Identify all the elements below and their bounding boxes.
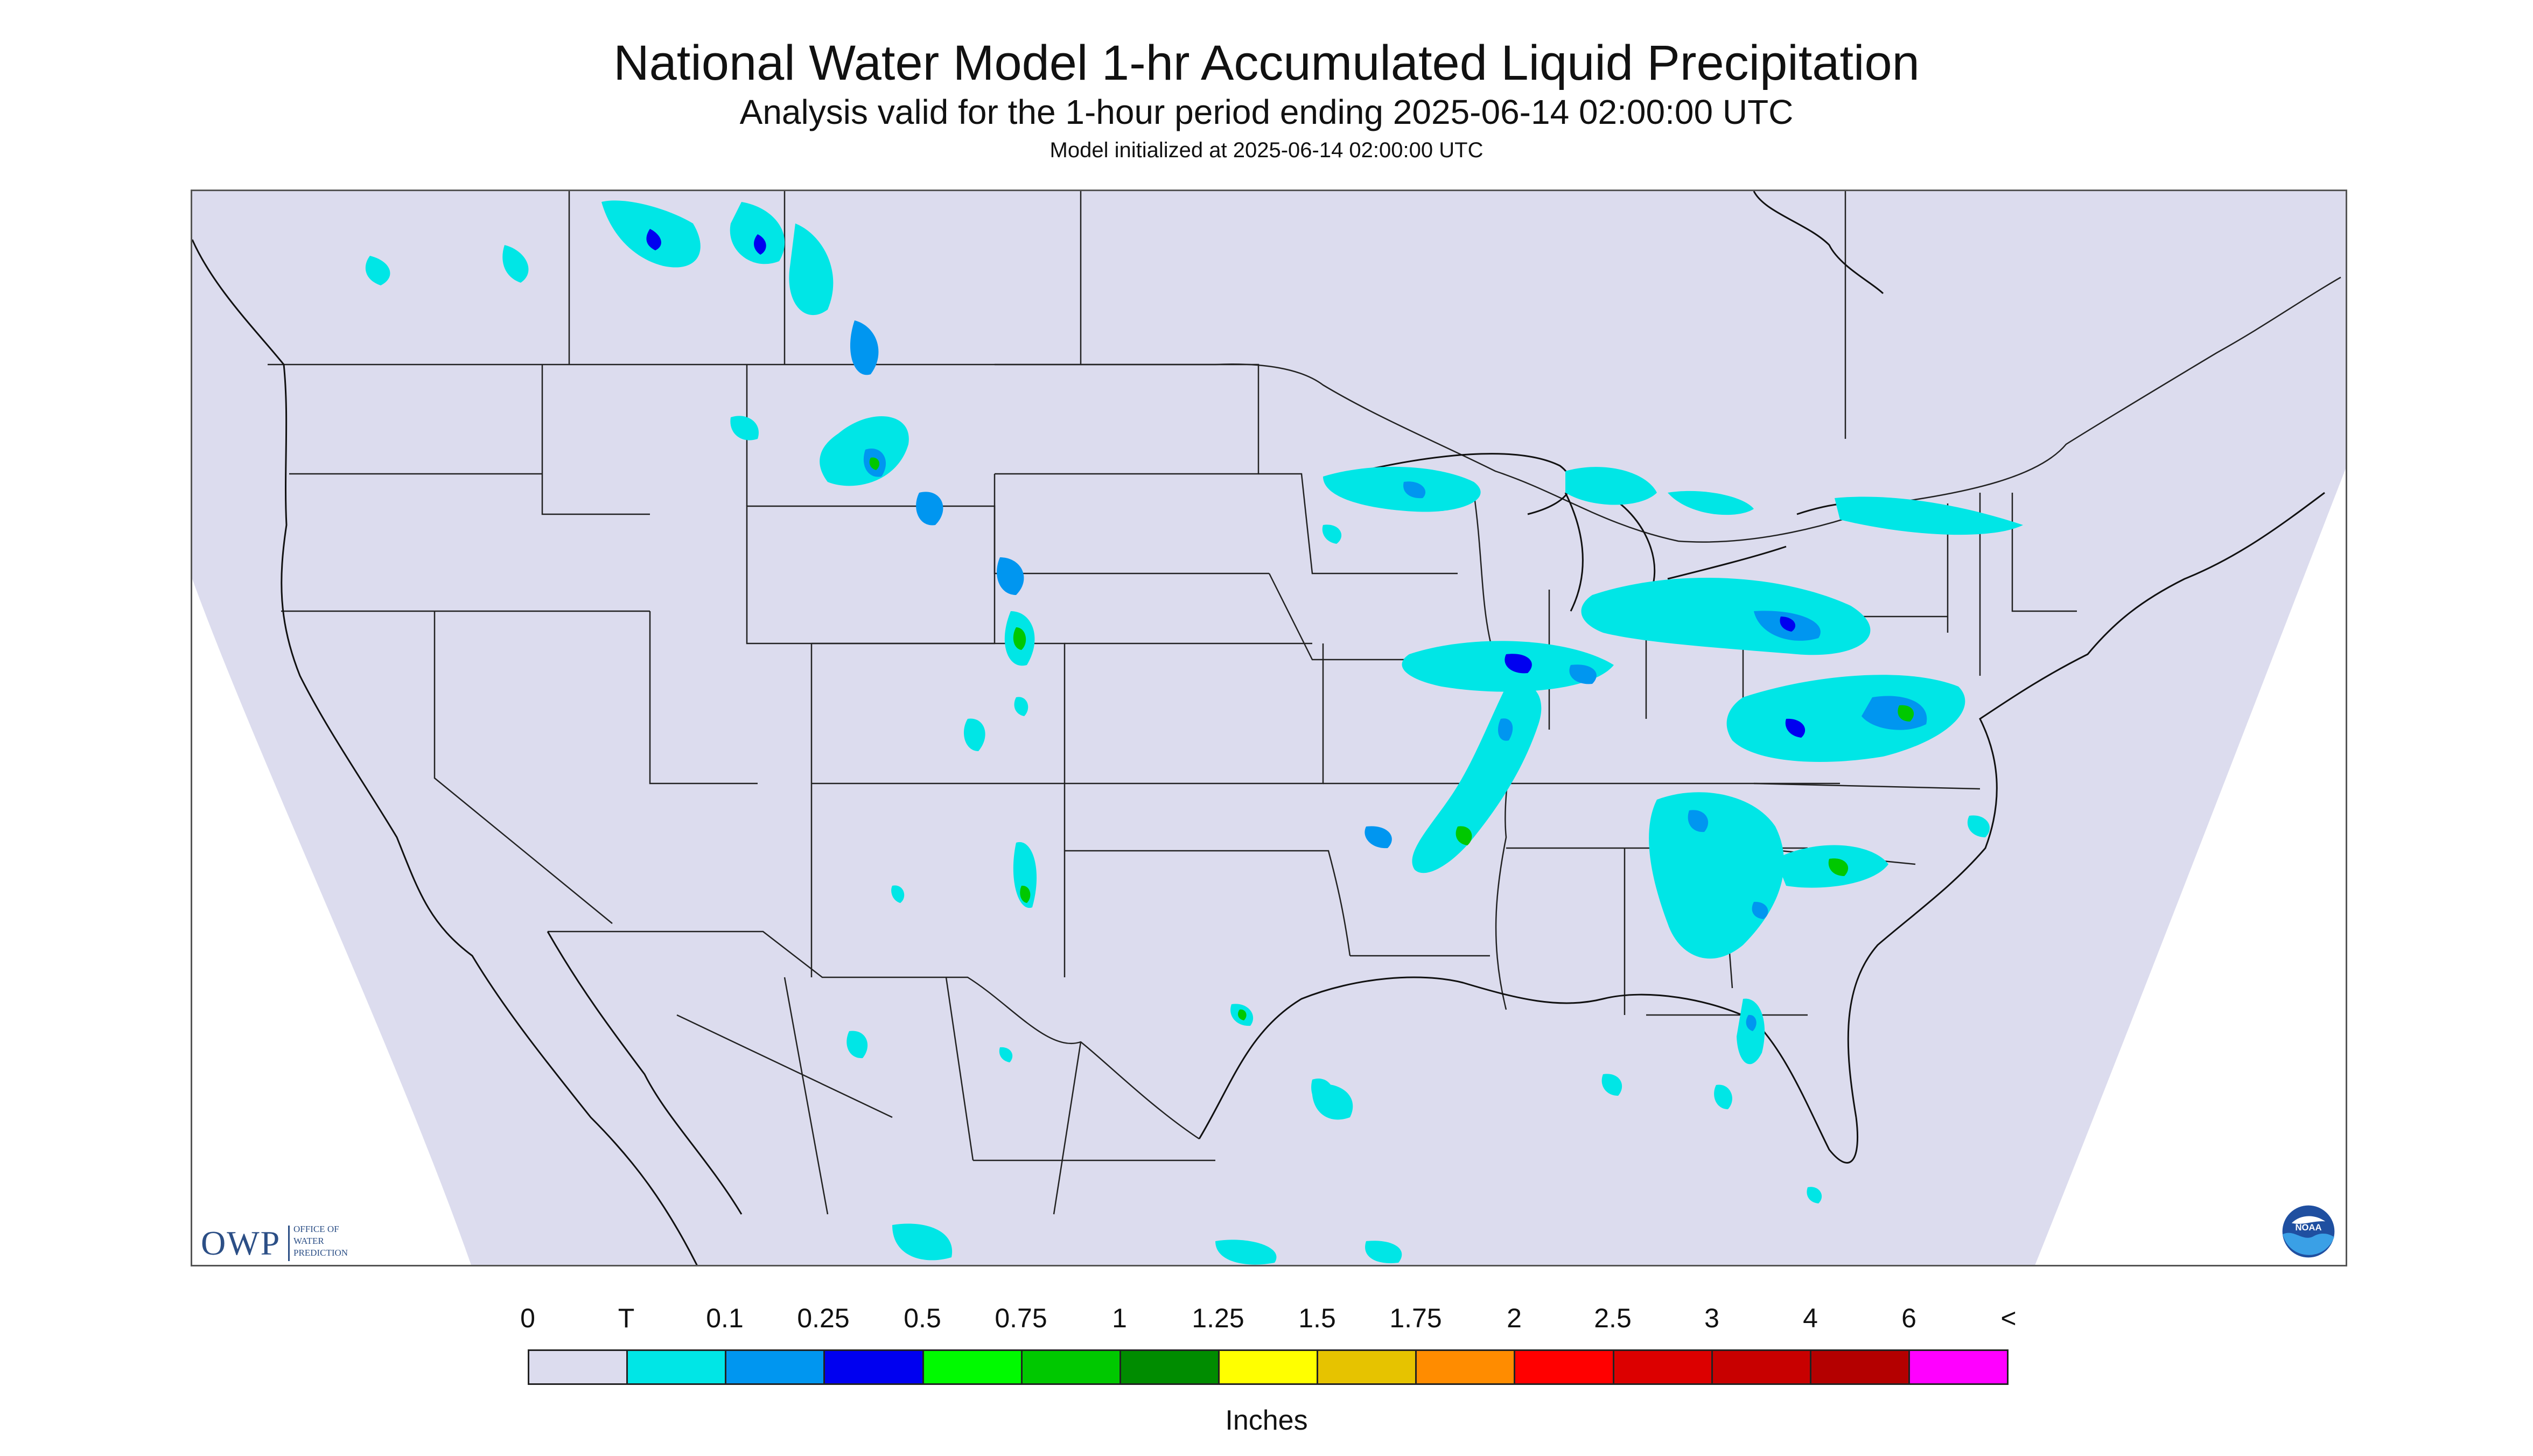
ok-tx-border bbox=[1065, 850, 1351, 956]
precipitation-map: OWP OFFICE OF WATER PREDICTION NOAA bbox=[191, 190, 2347, 1266]
great-lakes bbox=[1360, 453, 1894, 612]
co-border bbox=[811, 642, 1066, 785]
legend-tick-label: T bbox=[618, 1303, 635, 1333]
main-title: National Water Model 1-hr Accumulated Li… bbox=[613, 36, 1920, 90]
legend-tick-label: 1 bbox=[1112, 1303, 1127, 1333]
owp-logo: OWP OFFICE OF WATER PREDICTION bbox=[201, 1222, 379, 1265]
noaa-logo: NOAA bbox=[2280, 1203, 2336, 1259]
init-time: Model initialized at 2025-06-14 02:00:00… bbox=[1049, 138, 1484, 162]
legend-tick-label: 0.75 bbox=[995, 1303, 1047, 1333]
legend-tick-label: 6 bbox=[1901, 1303, 1916, 1333]
legend-swatch bbox=[726, 1351, 825, 1383]
precip-new-mexico bbox=[891, 842, 1037, 908]
legend-tick-label: 0.1 bbox=[706, 1303, 744, 1333]
owp-logo-line: OFFICE OF bbox=[293, 1224, 339, 1234]
map-canvas bbox=[192, 191, 2346, 1265]
legend-tick-label: 3 bbox=[1704, 1303, 1719, 1333]
id-east-border bbox=[541, 365, 650, 515]
owp-logo-text: OFFICE OF WATER PREDICTION bbox=[293, 1223, 374, 1259]
gulf-coast bbox=[1198, 976, 1858, 1164]
legend-tick-label: 1.25 bbox=[1192, 1303, 1244, 1333]
precip-ohio-valley bbox=[1402, 577, 1871, 692]
precip-front-range bbox=[963, 557, 1035, 751]
legend-tick-label: < bbox=[2000, 1303, 2017, 1333]
legend-swatch bbox=[825, 1351, 924, 1383]
nd-sd-border bbox=[995, 363, 1259, 475]
legend-swatch bbox=[1022, 1351, 1121, 1383]
legend-swatch bbox=[628, 1351, 727, 1383]
legend-swatch bbox=[1811, 1351, 1910, 1383]
legend-tick-label: 2.5 bbox=[1594, 1303, 1632, 1333]
map-domain bbox=[192, 191, 2346, 1265]
legend-tick-label: 1.5 bbox=[1298, 1303, 1336, 1333]
map-background bbox=[192, 191, 2346, 1265]
precip-mississippi-line bbox=[1365, 683, 1542, 873]
hudson-bay-coast bbox=[1753, 191, 1884, 295]
precipitation-areas bbox=[365, 200, 2023, 1265]
legend-tick-label: 2 bbox=[1507, 1303, 1522, 1333]
precip-florida bbox=[1714, 998, 1822, 1203]
owp-logo-line: WATER bbox=[293, 1236, 324, 1246]
legend-tick-label: 0.25 bbox=[797, 1303, 850, 1333]
pacific-coast bbox=[192, 239, 698, 1265]
mn-ia-border bbox=[1258, 473, 1458, 575]
legend-swatch bbox=[923, 1351, 1023, 1383]
owp-logo-mark: OWP bbox=[201, 1224, 281, 1262]
legend-swatch bbox=[1712, 1351, 1811, 1383]
legend-swatch bbox=[1318, 1351, 1417, 1383]
noaa-logo-text: NOAA bbox=[2296, 1222, 2322, 1233]
legend-swatch bbox=[1121, 1351, 1220, 1383]
legend-swatch bbox=[1614, 1351, 1713, 1383]
legend-swatch bbox=[1515, 1351, 1614, 1383]
sub-title: Analysis valid for the 1-hour period end… bbox=[739, 93, 1794, 131]
color-legend bbox=[528, 1349, 2009, 1385]
nv-east-border bbox=[649, 611, 758, 785]
precip-great-lakes bbox=[1322, 466, 2023, 544]
atlantic-coast bbox=[1847, 492, 2325, 1118]
legend-tick-label: 0 bbox=[520, 1303, 535, 1333]
legend-swatch bbox=[1219, 1351, 1319, 1383]
mexico-states bbox=[676, 977, 1215, 1215]
legend-swatch bbox=[1417, 1351, 1516, 1383]
legend-tick-label: 0.5 bbox=[904, 1303, 941, 1333]
outside-domain-right bbox=[2035, 468, 2346, 1265]
legend-tick-label: 1.75 bbox=[1389, 1303, 1442, 1333]
precip-southeast bbox=[1649, 792, 1990, 959]
legend-swatch bbox=[1909, 1351, 2007, 1383]
va-nc-border bbox=[1753, 782, 1981, 790]
legend-units: Inches bbox=[1225, 1405, 1308, 1436]
precip-canada-prairies bbox=[365, 200, 879, 375]
legend-swatch bbox=[529, 1351, 628, 1383]
baja-gulf-coast bbox=[547, 931, 743, 1215]
ca-nv-diag bbox=[433, 611, 613, 924]
us-canada-border bbox=[268, 276, 2341, 543]
outside-domain-left bbox=[192, 191, 471, 1265]
legend-tick-label: 4 bbox=[1803, 1303, 1818, 1333]
precip-mid-atlantic bbox=[1726, 675, 1965, 762]
us-mexico-border bbox=[548, 930, 1200, 1140]
sd-ne-border bbox=[993, 474, 1269, 575]
precip-montana bbox=[730, 416, 943, 526]
owp-logo-line: PREDICTION bbox=[293, 1248, 348, 1258]
coastlines bbox=[192, 191, 2325, 1265]
precip-gulf bbox=[892, 1074, 1622, 1265]
owp-logo-divider bbox=[288, 1226, 290, 1261]
